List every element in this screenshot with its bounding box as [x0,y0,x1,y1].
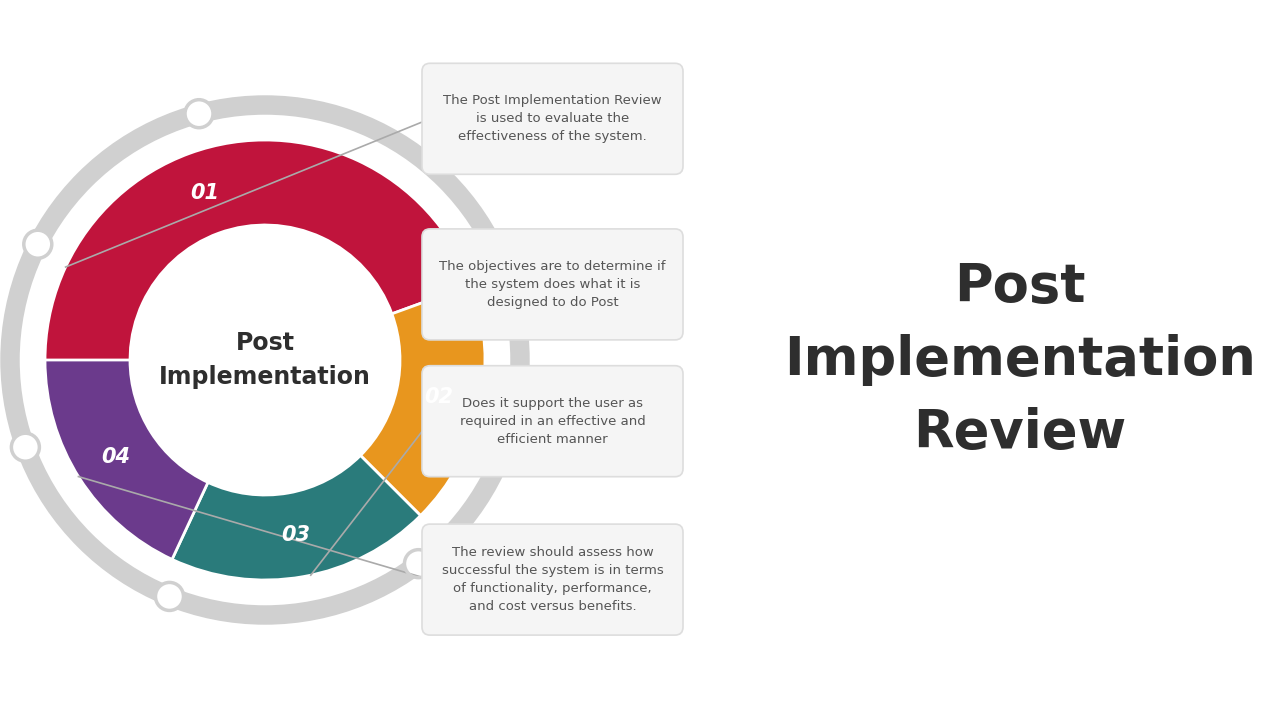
Circle shape [12,433,40,462]
Wedge shape [172,456,421,580]
FancyBboxPatch shape [422,366,684,477]
FancyBboxPatch shape [422,524,684,635]
Text: Post
Implementation: Post Implementation [159,331,371,389]
Text: 01: 01 [189,183,219,203]
Text: 04: 04 [101,446,131,467]
Text: 02: 02 [424,387,453,407]
Circle shape [404,549,433,577]
Circle shape [24,230,51,258]
Wedge shape [45,360,207,559]
Circle shape [132,227,398,493]
Wedge shape [361,284,485,516]
FancyBboxPatch shape [422,229,684,340]
Wedge shape [45,140,472,436]
Text: 03: 03 [282,525,310,545]
Text: The Post Implementation Review
is used to evaluate the
effectiveness of the syst: The Post Implementation Review is used t… [443,94,662,143]
Circle shape [155,582,183,611]
Text: The review should assess how
successful the system is in terms
of functionality,: The review should assess how successful … [442,546,663,613]
FancyBboxPatch shape [422,63,684,174]
Circle shape [186,99,212,127]
Text: Does it support the user as
required in an effective and
efficient manner: Does it support the user as required in … [460,397,645,446]
Text: Post
Implementation
Review: Post Implementation Review [785,261,1256,459]
Text: The objectives are to determine if
the system does what it is
designed to do Pos: The objectives are to determine if the s… [439,260,666,309]
